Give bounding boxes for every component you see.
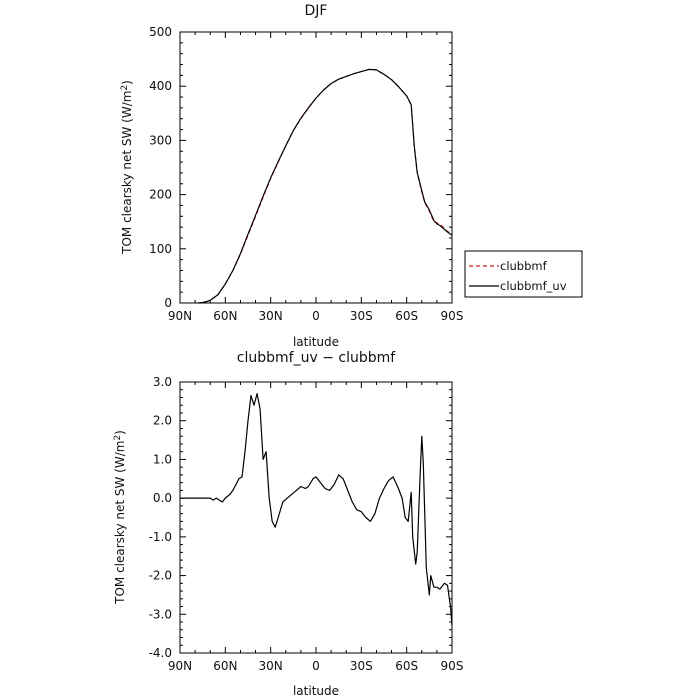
- bottom-x-tick-label: 90S: [441, 659, 464, 673]
- bottom-chart-title: clubbmf_uv − clubbmf: [237, 350, 396, 366]
- top-plot-frame: [179, 31, 453, 304]
- top-x-tick-label: 60N: [213, 309, 237, 323]
- bottom-y-axis-label: TOM clearsky net SW (W/m2): [113, 430, 127, 605]
- top-series-line-clubbmf-uv: [198, 68, 453, 304]
- bottom-x-tick-label: 90N: [168, 659, 192, 673]
- bottom-x-tick-label: 60N: [213, 659, 237, 673]
- bottom-x-tick-label: 30N: [259, 659, 283, 673]
- legend-label-clubbmf: clubbmf: [500, 259, 548, 273]
- top-axis-ticks: 90N 60N 30N 0 30S 60S 90S 0 100 200 300 400 500: [149, 25, 463, 323]
- top-chart-title: DJF: [305, 3, 328, 19]
- top-x-tick-label: 30S: [350, 309, 373, 323]
- bottom-x-axis-label: latitude: [293, 684, 339, 698]
- bottom-series-line-difference: [180, 393, 453, 626]
- bottom-y-tick-label: -2.0: [149, 569, 172, 583]
- top-x-tick-label: 30N: [259, 309, 283, 323]
- legend-box: [464, 250, 583, 298]
- top-x-tick-label: 90S: [441, 309, 464, 323]
- top-panel: DJF 90N 60N 30N 0 30S 60S 90S0100200300400500 …: [120, 3, 583, 349]
- bottom-plot-series: [180, 393, 453, 626]
- bottom-y-axis-label-main: TOM clearsky net SW (W/m: [113, 441, 127, 605]
- top-y-axis-label-sup: 2: [120, 85, 130, 91]
- bottom-y-tick-label: 0.0: [153, 491, 172, 505]
- bottom-plot-frame: [179, 381, 453, 654]
- bottom-x-tick-label: 30S: [350, 659, 373, 673]
- bottom-y-tick-label: 1.0: [153, 452, 172, 466]
- top-x-tick-label: 60S: [395, 309, 418, 323]
- top-y-tick-label: 200: [149, 188, 172, 202]
- top-y-axis-label: TOM clearsky net SW (W/m2): [120, 80, 134, 255]
- bottom-panel: clubbmf_uv − clubbmf 90N 60N 30N 0 30S 60S 90S…: [113, 350, 463, 698]
- bottom-y-axis-label-end: ): [113, 430, 127, 435]
- top-y-axis-label-end: ): [120, 80, 134, 85]
- top-y-tick-label: 300: [149, 133, 172, 147]
- top-x-tick-label: 90N: [168, 309, 192, 323]
- top-y-tick-label: 400: [149, 79, 172, 93]
- bottom-y-tick-label: -4.0: [149, 646, 172, 660]
- top-series-line-clubbmf: [198, 68, 453, 304]
- top-y-tick-label: 500: [149, 25, 172, 39]
- bottom-axis-ticks: 90N 60N 30N 0 30S 60S 90S -4.0 -3.0 -2.0 -1.0 0.0 1.…: [149, 375, 464, 673]
- top-y-tick-label: 0: [164, 296, 172, 310]
- bottom-x-tick-label: 0: [312, 659, 320, 673]
- top-y-tick-label: 100: [149, 242, 172, 256]
- bottom-y-tick-label: -1.0: [149, 530, 172, 544]
- legend: clubbmf clubbmf_uv: [464, 250, 583, 298]
- legend-label-clubbmf-uv: clubbmf_uv: [500, 279, 567, 293]
- bottom-y-tick-label: -3.0: [149, 607, 172, 621]
- bottom-y-tick-label: 3.0: [153, 375, 172, 389]
- bottom-y-tick-label: 2.0: [153, 414, 172, 428]
- top-x-axis-label: latitude: [293, 335, 339, 349]
- bottom-x-tick-label: 60S: [395, 659, 418, 673]
- top-plot-series: [198, 68, 453, 304]
- top-y-axis-label-main: TOM clearsky net SW (W/m: [120, 91, 134, 255]
- bottom-y-axis-label-sup: 2: [113, 435, 123, 441]
- top-x-tick-label: 0: [312, 309, 320, 323]
